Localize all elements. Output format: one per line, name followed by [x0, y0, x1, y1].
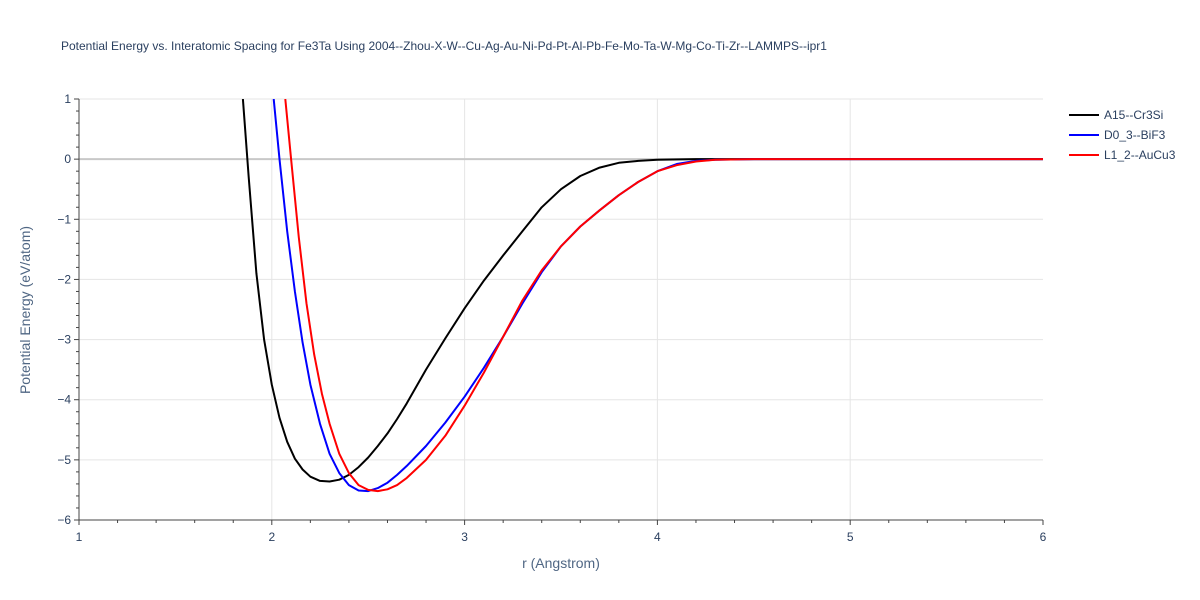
x-tick-label: 3: [461, 530, 468, 544]
legend-label: A15--Cr3Si: [1104, 108, 1163, 122]
y-tick-label: −4: [57, 393, 71, 407]
y-tick-label: −3: [57, 333, 71, 347]
tick-labels: 1 2 3 4 5 6 1 0 −1 −2 −3 −4 −5 −6: [57, 92, 1046, 544]
y-axis-title: Potential Energy (eV/atom): [17, 226, 33, 394]
y-tick-label: −2: [57, 272, 71, 286]
x-tick-label: 4: [654, 530, 661, 544]
chart-title: Potential Energy vs. Interatomic Spacing…: [61, 39, 827, 53]
x-tick-label: 6: [1040, 530, 1047, 544]
grid: [79, 98, 1043, 520]
series-line-l1-2-aucu3: [284, 99, 1043, 493]
legend-label: D0_3--BiF3: [1104, 128, 1166, 142]
legend[interactable]: A15--Cr3Si D0_3--BiF3 L1_2--AuCu3: [1069, 108, 1176, 162]
y-tick-label: 1: [64, 92, 71, 106]
x-tick-label: 1: [76, 530, 83, 544]
y-tick-label: −5: [57, 453, 71, 467]
legend-item-l1-2-aucu3[interactable]: L1_2--AuCu3: [1069, 148, 1176, 162]
y-tick-label: −1: [57, 212, 71, 226]
legend-item-d0-3-bif3[interactable]: D0_3--BiF3: [1069, 128, 1166, 142]
legend-label: L1_2--AuCu3: [1104, 148, 1176, 162]
x-axis-title: r (Angstrom): [522, 555, 600, 571]
x-tick-label: 2: [268, 530, 275, 544]
x-tick-label: 5: [847, 530, 854, 544]
y-tick-label: 0: [64, 152, 71, 166]
y-tick-label: −6: [57, 513, 71, 527]
series-line-a15-cr3si: [241, 99, 1043, 483]
series-group: [241, 99, 1043, 493]
legend-item-a15-cr3si[interactable]: A15--Cr3Si: [1069, 108, 1163, 122]
